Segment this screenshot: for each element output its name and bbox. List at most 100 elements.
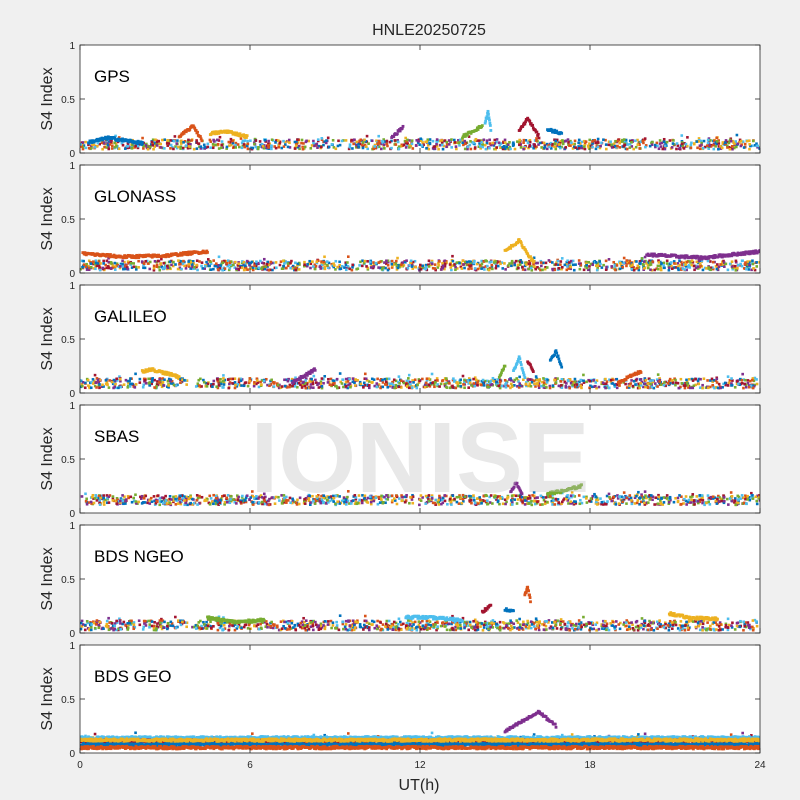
data-point	[360, 264, 364, 268]
data-point	[421, 264, 425, 268]
data-point	[150, 382, 153, 386]
data-point	[529, 363, 532, 367]
data-point	[427, 265, 431, 268]
data-point	[275, 139, 278, 143]
data-point	[380, 268, 384, 271]
data-point	[111, 264, 115, 268]
data-point	[148, 267, 152, 271]
data-point	[540, 264, 543, 268]
data-point	[390, 146, 393, 150]
data-point	[344, 139, 348, 142]
data-point	[488, 121, 492, 125]
data-point	[398, 128, 401, 131]
data-point	[91, 143, 94, 146]
data-point	[706, 259, 710, 263]
data-point	[234, 146, 238, 149]
data-point	[582, 373, 585, 377]
data-point	[354, 145, 358, 149]
data-point	[134, 372, 137, 376]
data-point	[569, 259, 573, 263]
data-point	[748, 263, 751, 267]
data-point	[676, 265, 680, 268]
data-point	[439, 382, 443, 386]
data-point	[677, 386, 681, 390]
data-point	[577, 259, 581, 262]
data-point	[157, 265, 161, 269]
data-point	[644, 144, 648, 147]
data-point	[118, 265, 122, 268]
data-point	[473, 139, 477, 143]
data-point	[160, 257, 163, 261]
data-point	[192, 147, 196, 151]
data-point	[287, 138, 291, 142]
data-point	[285, 501, 288, 504]
data-point	[222, 377, 225, 380]
data-point	[334, 502, 337, 506]
data-point	[258, 140, 262, 143]
data-point	[277, 143, 281, 146]
data-point	[651, 140, 654, 144]
data-point	[398, 265, 401, 269]
data-point	[447, 139, 451, 142]
data-point	[206, 262, 210, 266]
data-point	[558, 146, 562, 150]
data-point	[532, 499, 536, 503]
data-point	[589, 500, 593, 503]
data-point	[711, 256, 715, 260]
data-point	[89, 139, 93, 143]
data-point	[752, 267, 755, 270]
data-point	[254, 264, 258, 268]
data-point	[637, 268, 641, 272]
data-point	[667, 499, 671, 502]
data-point	[510, 378, 513, 382]
y-tick-label: 1	[69, 41, 75, 52]
data-point	[121, 499, 125, 503]
data-point	[589, 384, 592, 388]
data-point	[621, 265, 624, 269]
data-point	[106, 142, 109, 145]
data-point	[662, 140, 666, 144]
data-point	[600, 500, 604, 504]
data-point	[548, 386, 552, 390]
data-point	[455, 261, 459, 264]
data-point	[169, 382, 173, 385]
data-point	[230, 143, 233, 147]
data-point	[82, 252, 86, 256]
data-point	[314, 264, 318, 268]
data-point	[298, 263, 301, 266]
data-point	[634, 139, 637, 143]
data-point	[308, 494, 311, 498]
data-point	[750, 378, 754, 382]
data-point	[168, 497, 171, 501]
data-point	[730, 382, 733, 385]
data-point	[521, 265, 524, 269]
data-point	[338, 372, 342, 375]
data-point	[633, 502, 637, 505]
data-point	[296, 262, 300, 266]
data-point	[607, 143, 611, 147]
data-point	[273, 266, 277, 270]
data-point	[111, 499, 115, 502]
data-point	[497, 384, 501, 388]
data-point	[282, 264, 285, 268]
data-point	[87, 501, 90, 504]
data-point	[736, 267, 739, 270]
data-point	[564, 263, 568, 266]
data-point	[87, 384, 90, 387]
data-point	[137, 256, 141, 259]
data-point	[604, 138, 607, 142]
data-point	[350, 138, 353, 142]
data-point	[662, 383, 666, 387]
data-point	[458, 140, 461, 144]
data-point	[472, 496, 476, 499]
data-point	[680, 260, 683, 264]
data-point	[80, 382, 84, 386]
data-point	[195, 265, 198, 269]
data-point	[689, 146, 693, 150]
data-point	[577, 262, 581, 265]
data-point	[376, 377, 379, 381]
data-point	[528, 140, 532, 144]
data-point	[662, 496, 666, 499]
data-point	[715, 267, 719, 271]
data-point	[630, 379, 633, 382]
